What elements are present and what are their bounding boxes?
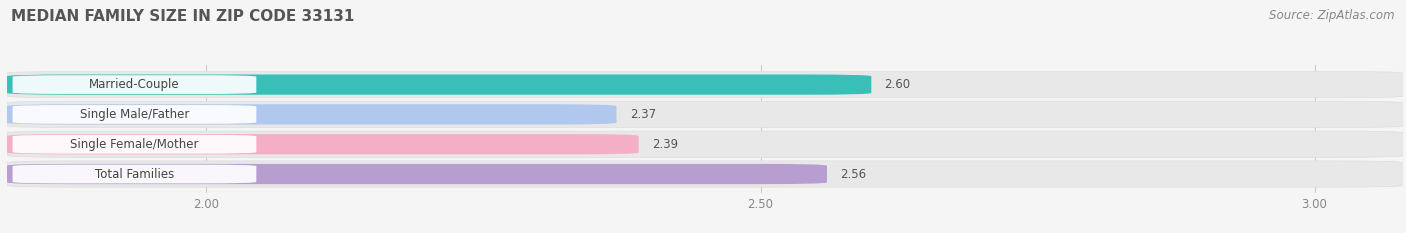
FancyBboxPatch shape — [13, 135, 256, 154]
Text: Married-Couple: Married-Couple — [89, 78, 180, 91]
Text: MEDIAN FAMILY SIZE IN ZIP CODE 33131: MEDIAN FAMILY SIZE IN ZIP CODE 33131 — [11, 9, 354, 24]
FancyBboxPatch shape — [7, 161, 1403, 187]
Text: 2.56: 2.56 — [841, 168, 866, 181]
FancyBboxPatch shape — [7, 164, 827, 184]
Text: 2.60: 2.60 — [884, 78, 911, 91]
FancyBboxPatch shape — [7, 131, 1403, 157]
FancyBboxPatch shape — [13, 105, 256, 124]
Text: Single Female/Mother: Single Female/Mother — [70, 138, 198, 151]
FancyBboxPatch shape — [7, 101, 1403, 127]
FancyBboxPatch shape — [7, 72, 1403, 98]
FancyBboxPatch shape — [13, 165, 256, 183]
Text: Source: ZipAtlas.com: Source: ZipAtlas.com — [1270, 9, 1395, 22]
Text: Single Male/Father: Single Male/Father — [80, 108, 190, 121]
Text: 2.37: 2.37 — [630, 108, 655, 121]
Text: 2.39: 2.39 — [652, 138, 678, 151]
Text: Total Families: Total Families — [94, 168, 174, 181]
FancyBboxPatch shape — [7, 104, 616, 125]
FancyBboxPatch shape — [7, 134, 638, 154]
FancyBboxPatch shape — [13, 75, 256, 94]
FancyBboxPatch shape — [7, 75, 872, 95]
